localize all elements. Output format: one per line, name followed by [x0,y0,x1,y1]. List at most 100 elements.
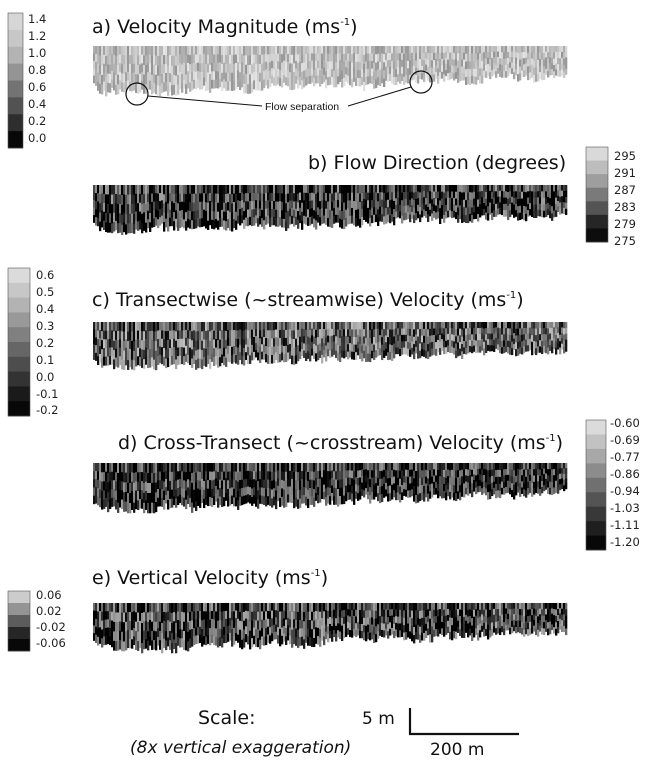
section-cell [215,201,218,211]
section-cell [153,350,156,360]
section-cell [207,72,210,82]
section-cell [517,74,520,82]
section-cell [117,612,120,623]
section-cell [287,329,290,338]
section-cell [543,328,546,335]
section-cell [473,322,476,329]
section-cell [501,46,504,53]
section-cell [559,70,562,77]
section-cell [457,322,460,330]
section-cell [477,480,480,487]
section-cell [113,350,116,360]
section-cell [453,185,456,192]
section-cell [167,490,170,501]
section-cell [425,476,428,484]
section-cell [441,46,444,53]
section-cell [395,485,398,493]
section-cell [219,488,222,497]
section-cell [513,463,516,471]
section-cell [95,201,98,210]
section-cell [343,336,346,344]
section-cell [111,185,114,195]
section-cell [511,208,514,215]
section-cell [535,53,538,61]
section-cell [193,193,196,203]
section-cell [261,471,264,480]
section-cell [451,334,454,341]
section-cell [395,322,398,329]
section-cell [121,481,124,491]
section-cell [449,470,452,478]
section-cell [105,636,108,645]
section-cell [501,481,504,489]
section-cell [105,489,108,499]
section-cell [139,348,142,358]
section-cell [369,60,372,69]
section-cell [259,330,262,339]
section-cell [463,52,466,60]
section-cell [253,201,256,210]
section-cell [187,62,190,72]
section-cell [253,495,256,504]
section-cell [225,81,228,91]
section-cell [279,489,282,499]
section-cell [133,204,136,215]
section-cell [265,471,268,481]
section-cell [215,79,218,89]
section-cell [217,220,220,230]
section-cell [157,330,160,340]
section-cell [561,322,564,328]
section-cell [341,202,344,212]
section-cell [555,474,558,482]
section-cell [113,331,116,342]
section-cell [149,473,152,484]
section-cell [159,201,162,210]
section-cell [509,67,512,74]
section-cell [259,322,262,331]
section-cell [209,359,212,369]
section-cell [415,185,418,193]
section-cell [195,185,198,194]
colorbar-swatch [586,448,606,464]
section-cell [187,338,190,347]
section-cell [115,322,118,332]
colorbar-b-label: 275 [614,234,636,248]
section-cell [527,66,530,74]
section-cell [145,338,148,348]
section-cell [359,344,362,352]
section-cell [141,358,144,368]
section-cell [419,46,422,53]
section-cell [531,476,534,484]
section-cell [461,483,464,491]
section-cell [285,221,288,231]
section-cell [117,621,120,632]
section-cell [539,488,542,496]
section-cell [425,185,428,192]
section-cell [363,191,366,200]
section-cell [487,327,490,334]
section-cell [167,499,170,510]
section-cell [153,83,156,93]
section-cell [439,65,442,73]
section-cell [351,493,354,502]
section-cell [213,348,216,358]
section-cell [185,322,188,331]
section-cell [207,488,210,498]
section-cell [223,330,226,340]
section-cell [407,205,410,213]
section-cell [379,77,382,86]
section-cell [109,322,112,331]
section-cell [141,349,144,359]
section-cell [527,333,530,340]
section-cell [113,322,116,332]
section-cell [381,46,384,54]
section-cell [115,357,118,367]
section-cell [453,328,456,336]
section-cell [377,349,380,357]
section-cell [141,63,144,73]
section-cell [163,203,166,214]
section-cell [499,334,502,341]
section-cell [225,212,228,222]
section-cell [517,474,520,481]
section-cell [357,348,360,356]
